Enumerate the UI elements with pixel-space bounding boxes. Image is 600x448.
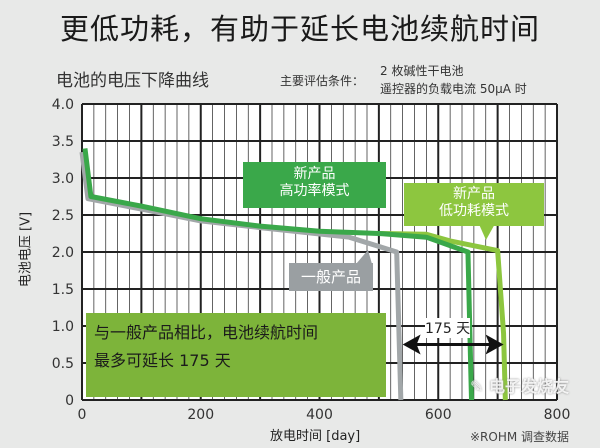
conditions-label: 主要评估条件： — [280, 74, 365, 88]
y-tick-label: 0 — [65, 393, 74, 409]
y-tick-label: 3.0 — [52, 171, 74, 187]
note-line-1: 与一般产品相比，电池续航时间 — [94, 323, 319, 342]
y-tick-label: 1.5 — [52, 282, 74, 298]
source-note: ※ROHM 调查数据 — [470, 430, 570, 444]
label-high-line1: 新产品 — [293, 166, 336, 182]
watermark-logo: ✎ 电子发烧友 — [470, 378, 569, 396]
label-low-line1: 新产品 — [453, 186, 495, 202]
x-tick-label: 200 — [187, 407, 214, 423]
y-tick-label: 2.0 — [52, 245, 74, 261]
arrow-right-head — [485, 334, 504, 355]
y-tick-label: 4.0 — [52, 97, 74, 113]
condition-line-1: 2 枚碱性干电池 — [380, 64, 464, 78]
y-tick-label: 3.5 — [52, 134, 74, 150]
y-tick-label: 1.0 — [52, 319, 74, 335]
label-low-line2: 低功耗模式 — [439, 203, 509, 219]
chart-subtitle: 电池的电压下降曲线 — [56, 71, 209, 91]
x-tick-label: 400 — [306, 407, 333, 423]
x-axis-label: 放电时间 [day] — [270, 429, 361, 444]
condition-line-2: 遥控器的负载电流 50μA 时 — [380, 82, 527, 96]
y-tick-label: 2.5 — [52, 208, 74, 224]
conditions: 2 枚碱性干电池 遥控器的负载电流 50μA 时 — [380, 62, 527, 98]
arrow-left-head — [402, 334, 421, 355]
label-general: 一般产品 — [289, 263, 373, 291]
label-low-power: 新产品 低功耗模式 — [404, 183, 544, 226]
note-line-2: 最多可延长 175 天 — [94, 351, 231, 370]
page-title: 更低功耗，有助于延长电池续航时间 — [59, 12, 540, 46]
x-tick-label: 0 — [78, 407, 87, 423]
y-tick-label: 0.5 — [52, 356, 74, 372]
x-tick-label: 800 — [544, 407, 571, 423]
arrow-label: 175 天 — [425, 318, 471, 338]
x-tick-label: 600 — [425, 407, 452, 423]
watermark-icon: ✎ — [470, 377, 489, 396]
y-axis-label: 电池电压 [V] — [18, 211, 34, 288]
watermark-text: 电子发烧友 — [488, 377, 569, 396]
label-high-line2: 高功率模式 — [279, 183, 350, 199]
comparison-note: 与一般产品相比，电池续航时间 最多可延长 175 天 — [86, 313, 386, 397]
callout-pointer-general — [356, 250, 372, 264]
label-high-power: 新产品 高功率模式 — [243, 162, 386, 208]
callout-pointer-low — [478, 222, 496, 240]
series-line-1 — [82, 148, 474, 401]
